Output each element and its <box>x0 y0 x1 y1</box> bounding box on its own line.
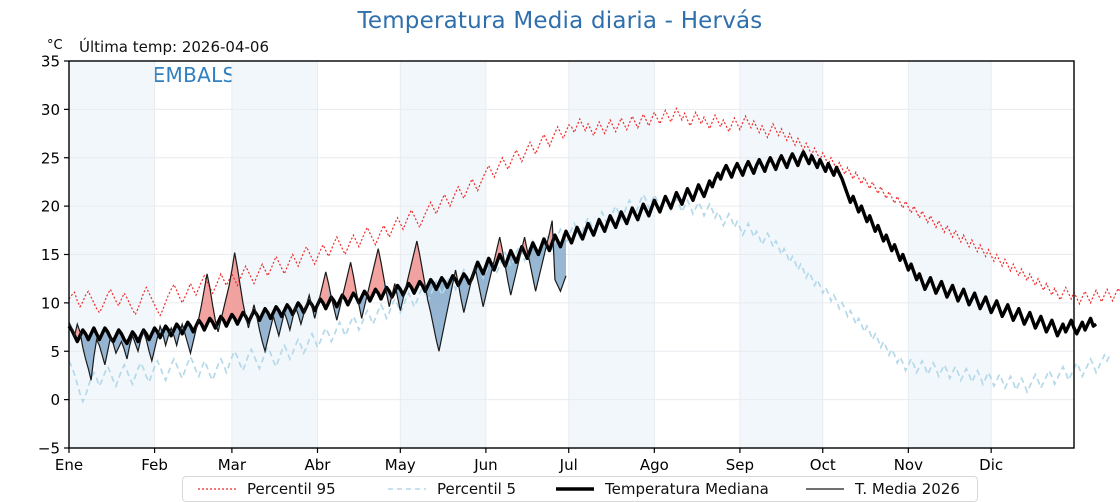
anomaly-fill-below <box>160 326 169 346</box>
legend-item[interactable]: Temperatura Mediana <box>541 477 791 501</box>
legend-item[interactable]: T. Media 2026 <box>791 477 961 501</box>
legend-label: T. Media 2026 <box>855 480 960 498</box>
series-percentil-95 <box>68 106 1120 317</box>
legend-swatch <box>388 488 426 490</box>
anomaly-fill-below <box>356 291 368 319</box>
legend-label: Temperatura Mediana <box>605 480 769 498</box>
legend-label: Percentil 5 <box>437 480 517 498</box>
legend-swatch <box>806 488 844 490</box>
anomaly-fill-below <box>502 246 522 296</box>
legend-swatch <box>198 488 236 490</box>
y-axis-unit-label: °C <box>47 38 63 53</box>
y-axis-tick-label: 15 <box>41 246 60 264</box>
y-axis-tick-label: 35 <box>41 53 60 71</box>
x-axis-tick-label: Sep <box>726 456 754 474</box>
y-axis-tick-label: 5 <box>50 343 60 361</box>
series-percentil-5 <box>68 192 1111 404</box>
x-axis-tick-label: Abr <box>305 456 332 474</box>
legend-item[interactable]: Percentil 5 <box>373 477 541 501</box>
anomaly-fill-below <box>527 239 547 292</box>
x-axis-tick-label: Dic <box>979 456 1003 474</box>
x-axis-tick-label: Mar <box>218 456 247 474</box>
x-axis-tick-label: Feb <box>141 456 168 474</box>
page-title: Temperatura Media diaria - Hervás <box>357 8 763 34</box>
series-t-media-2026 <box>68 220 567 381</box>
legend-item[interactable]: Percentil 95 <box>183 477 373 501</box>
anomaly-fill-above <box>317 271 329 309</box>
y-axis-tick-label: 10 <box>41 294 60 312</box>
series-temperatura-mediana <box>67 150 1098 346</box>
anomaly-fill-above <box>196 273 216 330</box>
legend-label: Percentil 95 <box>247 480 336 498</box>
y-axis-tick-label: 0 <box>50 391 60 409</box>
anomaly-fill-below <box>309 295 318 319</box>
x-axis-tick-label: Ago <box>640 456 669 474</box>
anomaly-fill-below <box>425 275 453 352</box>
y-axis-tick-label: 30 <box>41 101 60 119</box>
x-axis-tick-label: Nov <box>894 456 923 474</box>
y-axis-tick-label: 25 <box>41 149 60 167</box>
anomaly-fill-above <box>367 248 384 301</box>
chart-legend: Percentil 95 Percentil 5 Temperatura Media… <box>182 476 978 502</box>
x-axis-tick-label: Ene <box>55 456 83 474</box>
legend-swatch <box>556 487 594 491</box>
x-axis-tick-label: May <box>385 456 416 474</box>
y-axis-tick-label: −5 <box>38 440 60 458</box>
x-axis-tick-label: Jul <box>559 456 578 474</box>
last-temp-label: Última temp: 2026-04-06 <box>79 38 270 56</box>
x-axis-tick-label: Oct <box>810 456 836 474</box>
y-axis-tick-label: 20 <box>41 198 60 216</box>
x-axis-tick-label: Jun <box>473 456 497 474</box>
